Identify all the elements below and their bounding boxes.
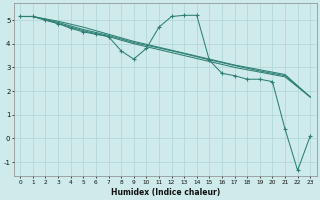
X-axis label: Humidex (Indice chaleur): Humidex (Indice chaleur) [111,188,220,197]
